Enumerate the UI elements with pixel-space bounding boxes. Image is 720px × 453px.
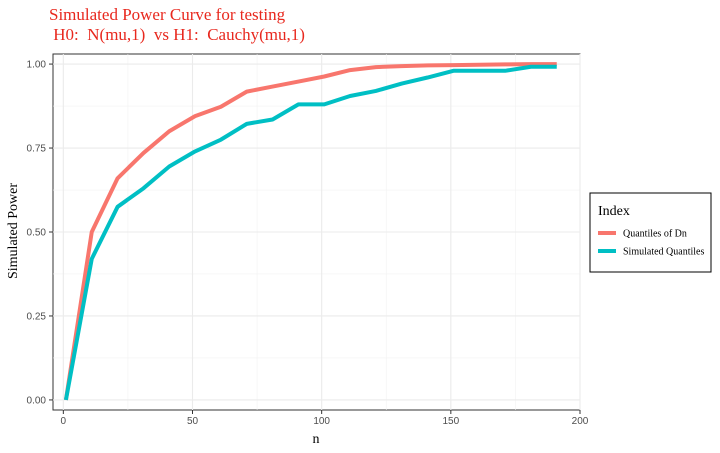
x-tick-label: 150: [442, 416, 459, 427]
x-tick-label: 200: [572, 416, 589, 427]
series-line-1: [63, 62, 557, 401]
legend-title: Index: [598, 204, 630, 219]
x-tick-label: 50: [187, 416, 199, 427]
axes-layer: 0 50 100 150 200 0.00 0.25 0.50 0.75 1.00: [27, 60, 589, 427]
series-layer: [63, 62, 557, 401]
series-line-2: [63, 64, 557, 401]
y-tick-label: 0.75: [27, 144, 47, 155]
x-tick-label: 100: [313, 416, 330, 427]
legend-label-1: Quantiles of Dn: [623, 229, 687, 240]
x-tick-label: 0: [61, 416, 67, 427]
legend-label-2: Simulated Quantiles: [623, 247, 704, 258]
y-tick-label: 0.00: [27, 395, 47, 406]
y-tick-label: 0.25: [27, 311, 47, 322]
y-tick-label: 0.50: [27, 228, 47, 239]
y-axis-title: Simulated Power: [6, 183, 21, 279]
chart-title-line-1: Simulated Power Curve for testing: [49, 5, 286, 24]
chart-title-line-2: H0: N(mu,1) vs H1: Cauchy(mu,1): [49, 25, 305, 44]
grid-lines: [53, 54, 581, 410]
y-tick-label: 1.00: [27, 60, 47, 71]
legend: Index Quantiles of Dn Simulated Quantiles: [589, 192, 712, 273]
x-axis-title: n: [313, 432, 320, 447]
